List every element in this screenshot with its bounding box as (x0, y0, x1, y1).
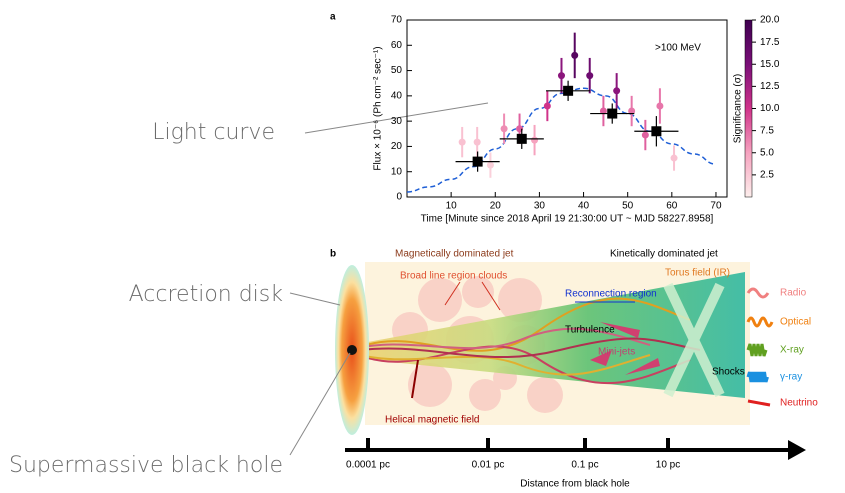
data-point (544, 102, 551, 109)
data-point (558, 72, 565, 79)
diagram-label: Torus field (IR) (665, 268, 730, 279)
data-point (487, 162, 494, 169)
emission-label: Radio (780, 288, 807, 299)
colorbar-tick-label: 15.0 (760, 59, 780, 70)
distance-tick-label: 10 pc (656, 460, 680, 471)
y-tick-label: 60 (391, 40, 403, 51)
colorbar-tick-label: 20.0 (760, 15, 780, 26)
data-point (656, 102, 663, 109)
black-hole (347, 345, 357, 355)
x-axis-label: Time [Minute since 2018 April 19 21:30:0… (421, 214, 714, 225)
x-tick-label: 40 (578, 201, 590, 212)
data-point (459, 139, 466, 146)
y-tick-label: 0 (396, 192, 402, 203)
data-point (613, 87, 620, 94)
colorbar-label: Significance (σ) (733, 74, 744, 144)
data-point (501, 125, 508, 132)
bin-marker (607, 109, 617, 119)
colorbar-tick-label: 10.0 (760, 103, 780, 114)
colorbar-tick-label: 17.5 (760, 37, 780, 48)
axis-arrow (788, 440, 806, 460)
emission-label: Optical (780, 317, 811, 328)
y-tick-label: 50 (391, 65, 403, 76)
region-title: Magnetically dominated jet (395, 249, 514, 260)
data-point (642, 132, 649, 139)
diagram-label: Mini-jets (598, 347, 635, 358)
colorbar-tick-label: 12.5 (760, 81, 780, 92)
page: 10 20 30 40 50 60 70 0 10 20 30 40 50 60 70 Time [Minut… (0, 0, 845, 493)
x-tick-label: 30 (534, 201, 546, 212)
data-point (571, 52, 578, 59)
diagram-label: Broad line region clouds (400, 271, 507, 282)
y-axis-label: Flux × 10⁻⁶ (Ph cm⁻² sec⁻¹) (373, 46, 384, 170)
annotation: Accretion disk (129, 282, 284, 307)
energy-annotation: >100 MeV (655, 43, 701, 54)
data-point (474, 139, 481, 146)
x-tick-label: 20 (490, 201, 502, 212)
emission-label: Neutrino (780, 398, 818, 409)
emission-label: γ-ray (780, 372, 802, 383)
data-point (671, 155, 678, 162)
emission-label: X-ray (780, 345, 804, 356)
annotation: Light curve (152, 120, 275, 145)
panel-label: a (330, 12, 336, 23)
colorbar (745, 20, 752, 197)
distance-tick (666, 438, 670, 450)
colorbar-tick-label: 2.5 (760, 170, 774, 181)
bin-marker (473, 157, 483, 167)
annotation: Supermassive black hole (9, 453, 283, 478)
distance-tick (583, 438, 587, 450)
diagram-label: Shocks (712, 367, 745, 378)
distance-tick (366, 438, 370, 450)
bin-marker (517, 134, 527, 144)
distance-tick-label: 0.0001 pc (346, 460, 390, 471)
fit-curve (407, 88, 716, 192)
diagram-label: Turbulence (565, 325, 615, 336)
distance-tick (486, 438, 490, 450)
distance-axis-label: Distance from black hole (520, 479, 630, 490)
colorbar-tick-label: 5.0 (760, 147, 774, 158)
y-tick-label: 10 (391, 166, 403, 177)
bin-marker (563, 86, 573, 96)
y-tick-label: 30 (391, 116, 403, 127)
panel-label: b (330, 249, 336, 260)
data-point (586, 72, 593, 79)
diagram-label: Reconnection region (565, 289, 657, 300)
x-tick-label: 60 (666, 201, 678, 212)
x-tick-label: 10 (446, 201, 458, 212)
y-tick-label: 70 (391, 15, 403, 26)
diagram-label: Helical magnetic field (385, 415, 480, 426)
bin-marker (651, 126, 661, 136)
x-tick-label: 70 (710, 201, 722, 212)
distance-tick-label: 0.1 pc (571, 460, 598, 471)
data-point (531, 137, 538, 144)
figure: 10 20 30 40 50 60 70 0 10 20 30 40 50 60 70 Time [Minut… (0, 0, 845, 493)
x-tick-label: 50 (622, 201, 634, 212)
emission-icons (748, 289, 772, 405)
y-tick-label: 20 (391, 141, 403, 152)
colorbar-tick-label: 7.5 (760, 125, 774, 136)
region-title: Kinetically dominated jet (610, 249, 718, 260)
distance-tick-label: 0.01 pc (472, 460, 505, 471)
y-tick-label: 40 (391, 90, 403, 101)
